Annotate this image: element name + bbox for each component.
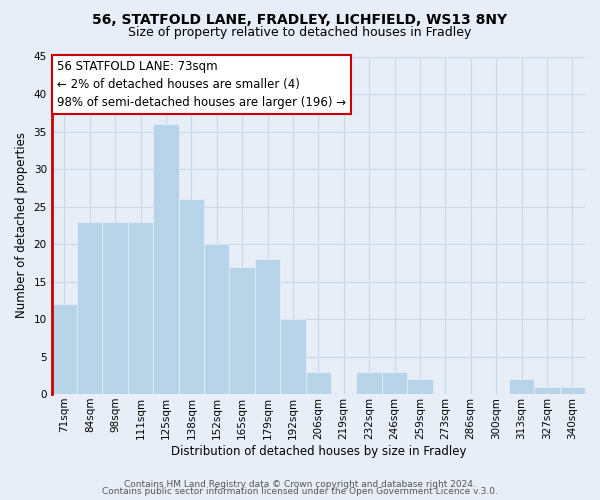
- Bar: [509, 379, 534, 394]
- Bar: [356, 372, 382, 394]
- Bar: [229, 266, 255, 394]
- Text: Contains HM Land Registry data © Crown copyright and database right 2024.: Contains HM Land Registry data © Crown c…: [124, 480, 476, 489]
- Bar: [204, 244, 229, 394]
- Y-axis label: Number of detached properties: Number of detached properties: [15, 132, 28, 318]
- Text: Contains public sector information licensed under the Open Government Licence v.: Contains public sector information licen…: [102, 488, 498, 496]
- Bar: [534, 386, 560, 394]
- Bar: [128, 222, 153, 394]
- Bar: [407, 379, 433, 394]
- Bar: [179, 199, 204, 394]
- Bar: [560, 386, 585, 394]
- Bar: [305, 372, 331, 394]
- Bar: [77, 222, 103, 394]
- Text: Size of property relative to detached houses in Fradley: Size of property relative to detached ho…: [128, 26, 472, 39]
- Bar: [52, 304, 77, 394]
- Text: 56, STATFOLD LANE, FRADLEY, LICHFIELD, WS13 8NY: 56, STATFOLD LANE, FRADLEY, LICHFIELD, W…: [92, 12, 508, 26]
- Bar: [280, 319, 305, 394]
- X-axis label: Distribution of detached houses by size in Fradley: Distribution of detached houses by size …: [170, 444, 466, 458]
- Bar: [382, 372, 407, 394]
- Text: 56 STATFOLD LANE: 73sqm
← 2% of detached houses are smaller (4)
98% of semi-deta: 56 STATFOLD LANE: 73sqm ← 2% of detached…: [57, 60, 346, 109]
- Bar: [153, 124, 179, 394]
- Bar: [103, 222, 128, 394]
- Bar: [255, 259, 280, 394]
